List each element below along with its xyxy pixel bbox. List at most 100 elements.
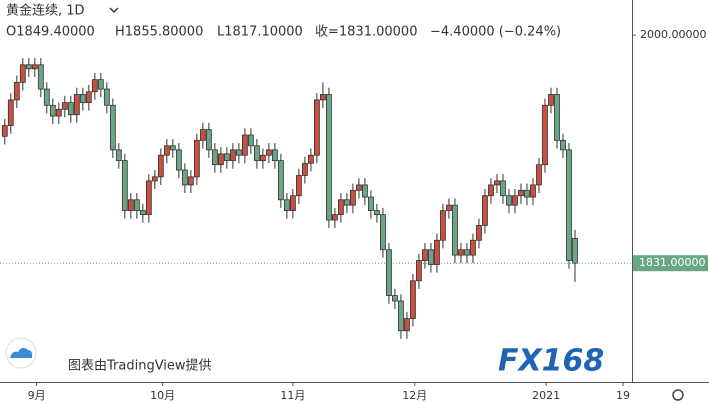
candle-body bbox=[73, 94, 80, 116]
candle-body bbox=[470, 239, 476, 256]
x-tick-label: 12月 bbox=[402, 389, 427, 402]
candle-body bbox=[31, 64, 38, 70]
candle-body bbox=[416, 260, 422, 282]
x-tick-label: 19 bbox=[616, 389, 630, 402]
candle-body bbox=[398, 300, 404, 332]
candle-body bbox=[235, 149, 242, 156]
last-price-tag bbox=[633, 255, 708, 272]
candle-body bbox=[289, 195, 296, 211]
candle-body bbox=[211, 149, 218, 166]
candle-body bbox=[530, 184, 536, 198]
candle-body bbox=[55, 108, 62, 117]
candle-body bbox=[217, 153, 224, 166]
last-price-label: 1831.00000 bbox=[639, 256, 705, 269]
plot-area bbox=[1, 58, 578, 339]
candle-body bbox=[223, 153, 230, 162]
candle-body bbox=[374, 210, 380, 216]
ohlc-high: H1855.80000 bbox=[115, 25, 203, 40]
candle-body bbox=[386, 249, 392, 297]
x-tick-label: 10月 bbox=[150, 389, 175, 402]
candle-body bbox=[277, 160, 284, 201]
y-tick-label: 2000.00000 bbox=[640, 28, 706, 41]
candle-body bbox=[362, 184, 368, 198]
candle-body bbox=[115, 149, 122, 162]
candle-body bbox=[7, 99, 14, 126]
candle-body bbox=[121, 160, 128, 211]
candle-body bbox=[13, 81, 20, 101]
candle-body bbox=[241, 134, 248, 156]
ohlc-change: −4.40000 (−0.24%) bbox=[430, 25, 561, 40]
candle-body bbox=[1, 125, 8, 137]
candle-body bbox=[506, 195, 512, 206]
candle-body bbox=[295, 175, 302, 197]
ohlc-open: O1849.40000 bbox=[6, 25, 95, 40]
settings-icon[interactable] bbox=[672, 389, 684, 401]
candle-body bbox=[410, 280, 416, 319]
tradingview-icon[interactable] bbox=[5, 337, 37, 369]
candle-body bbox=[356, 184, 362, 191]
candle-body bbox=[193, 139, 200, 178]
candle-body bbox=[145, 180, 152, 216]
candle-body bbox=[25, 64, 32, 70]
candle-body bbox=[368, 196, 374, 211]
candle-body bbox=[536, 164, 542, 186]
candle-body bbox=[572, 237, 578, 264]
candle-body bbox=[440, 210, 446, 241]
candle-body bbox=[139, 210, 146, 216]
candle-body bbox=[326, 94, 332, 221]
candle-body bbox=[79, 94, 86, 103]
candle-body bbox=[175, 149, 182, 171]
candle-body bbox=[19, 64, 26, 83]
candle-body bbox=[392, 295, 398, 302]
x-tick-label: 9月 bbox=[28, 389, 46, 402]
candle-body bbox=[344, 199, 350, 206]
candle-body bbox=[380, 214, 386, 251]
candle-body bbox=[428, 249, 434, 265]
candle-body bbox=[566, 149, 572, 261]
candle-body bbox=[458, 249, 464, 256]
candle-body bbox=[464, 249, 470, 256]
candle-body bbox=[283, 199, 290, 211]
watermark-logo: FX168 bbox=[498, 344, 604, 379]
ohlc-low: L1817.10000 bbox=[217, 25, 303, 40]
candle-body bbox=[482, 195, 488, 226]
candle-body bbox=[109, 104, 116, 151]
candle-body bbox=[476, 225, 482, 241]
candle-body bbox=[157, 154, 164, 178]
candle-body bbox=[301, 162, 308, 176]
candle-body bbox=[446, 204, 452, 211]
candle-body bbox=[97, 79, 104, 90]
candle-body bbox=[259, 154, 266, 162]
candle-body bbox=[542, 104, 548, 166]
candle-body bbox=[494, 180, 500, 186]
candle-body bbox=[338, 199, 344, 216]
candle-body bbox=[488, 184, 494, 197]
candle-body bbox=[350, 189, 356, 206]
attribution: 图表由TradingView提供 bbox=[68, 358, 212, 374]
candle-body bbox=[247, 134, 254, 147]
candle-body bbox=[404, 318, 410, 332]
candle-body bbox=[67, 102, 74, 116]
candle-body bbox=[85, 91, 92, 103]
candle-body bbox=[163, 145, 170, 156]
candle-body bbox=[512, 195, 518, 206]
candle-body bbox=[307, 154, 314, 164]
candle-body bbox=[91, 79, 98, 93]
candle-body bbox=[253, 145, 260, 162]
candle-body bbox=[452, 204, 458, 256]
candle-body bbox=[229, 149, 236, 162]
candle-body bbox=[518, 189, 524, 197]
candle-body bbox=[434, 239, 440, 265]
dropdown-icon[interactable] bbox=[109, 7, 119, 13]
candle-body bbox=[37, 64, 44, 90]
candle-body bbox=[265, 149, 272, 156]
candle-body bbox=[43, 88, 50, 106]
candle-body bbox=[127, 199, 134, 211]
ohlc-close: 收=1831.00000 bbox=[315, 25, 417, 40]
candle-body bbox=[314, 99, 320, 156]
candle-body bbox=[61, 102, 68, 110]
candle-body bbox=[422, 249, 428, 261]
candle-body bbox=[169, 145, 176, 151]
